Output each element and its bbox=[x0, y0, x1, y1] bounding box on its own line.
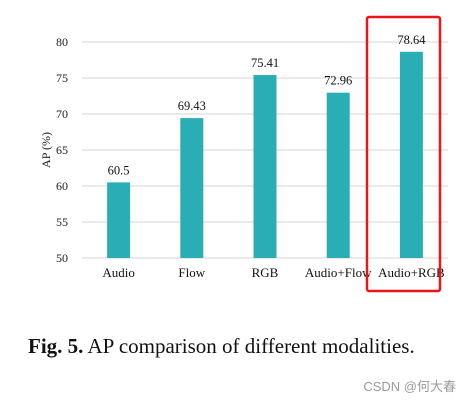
y-axis-ticks: 50 55 60 65 70 75 80 bbox=[56, 35, 68, 265]
caption-label: Fig. 5. bbox=[28, 334, 84, 358]
value-label-audio-rgb: 78.64 bbox=[397, 33, 426, 47]
y-tick-label: 50 bbox=[56, 251, 68, 265]
y-tick-label: 75 bbox=[56, 71, 68, 85]
value-label-audio: 60.5 bbox=[108, 163, 130, 177]
bar-rgb bbox=[253, 75, 277, 258]
y-tick-label: 55 bbox=[56, 215, 68, 229]
value-labels: 60.5 69.43 75.41 72.96 78.64 bbox=[108, 33, 427, 178]
y-tick-label: 70 bbox=[56, 107, 68, 121]
x-axis-categories: Audio Flow RGB Audio+Flow Audio+RGB bbox=[102, 265, 445, 280]
category-label-rgb: RGB bbox=[252, 265, 279, 280]
bars bbox=[107, 51, 423, 259]
category-label-audio-rgb: Audio+RGB bbox=[378, 265, 445, 280]
y-axis-label: AP (%) bbox=[39, 132, 53, 168]
bar-flow bbox=[180, 118, 204, 258]
bar-audio-rgb bbox=[399, 51, 423, 259]
highlight-box bbox=[365, 15, 442, 293]
value-label-flow: 69.43 bbox=[178, 99, 206, 113]
watermark: CSDN @何大春 bbox=[363, 379, 456, 394]
value-label-rgb: 75.41 bbox=[251, 56, 279, 70]
bar-audio bbox=[107, 182, 131, 258]
y-tick-label: 65 bbox=[56, 143, 68, 157]
y-tick-label: 60 bbox=[56, 179, 68, 193]
category-label-flow: Flow bbox=[178, 265, 205, 280]
y-tick-label: 80 bbox=[56, 35, 68, 49]
bar-chart: 50 55 60 65 70 75 80 AP (%) 60.5 69.43 75.41 72.9… bbox=[39, 15, 448, 293]
figure-caption: Fig. 5. AP comparison of different modal… bbox=[28, 333, 464, 359]
caption-text: AP comparison of different modalities. bbox=[87, 334, 415, 358]
category-label-audio-flow: Audio+Flow bbox=[305, 265, 372, 280]
value-label-audio-flow: 72.96 bbox=[324, 74, 352, 88]
category-label-audio: Audio bbox=[102, 265, 135, 280]
bar-audio-flow bbox=[326, 92, 350, 258]
